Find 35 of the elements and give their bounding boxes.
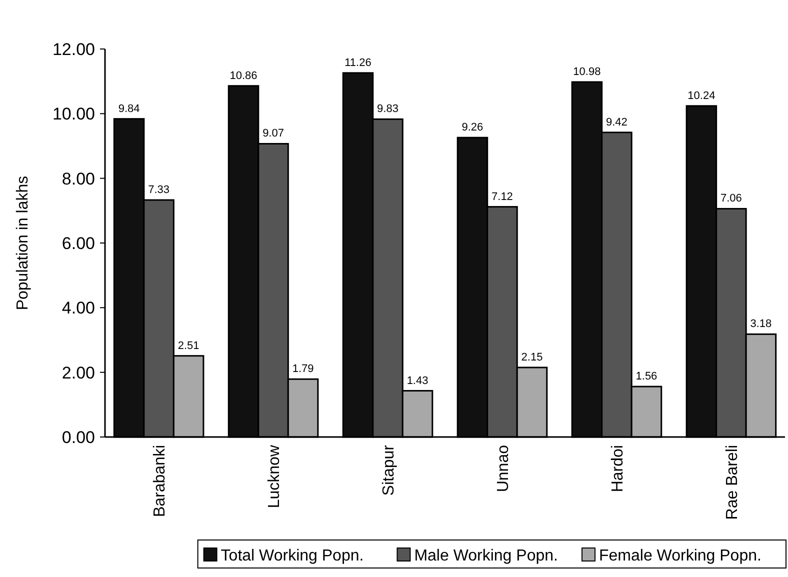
y-axis-title: Population in lakhs [14,176,32,310]
y-tick-label: 2.00 [62,363,95,382]
data-label: 9.07 [262,128,284,140]
x-tick-label: Rae Bareli [724,445,741,520]
data-label: 7.12 [492,190,513,203]
y-tick-label: 10.00 [52,104,95,124]
data-label: 3.18 [750,318,772,330]
data-label: 10.24 [688,90,716,102]
data-label: 1.79 [292,363,314,376]
data-label: 9.83 [377,103,398,116]
y-tick-label: 6.00 [62,234,95,253]
x-tick-label: Hardoi [609,445,626,492]
x-tick-label: Barabanki [151,445,168,518]
y-tick-label: 12.00 [52,40,95,59]
data-label: 10.86 [230,70,258,82]
data-label: 9.26 [462,122,484,134]
data-label: 9.84 [118,102,140,115]
legend-label: Male Working Popn. [414,548,558,565]
y-tick-label: 0.00 [62,428,95,447]
x-tick-label: Unnao [494,444,512,492]
data-label: 1.56 [636,370,658,383]
data-label: 9.42 [606,116,628,128]
data-label: 1.43 [406,374,428,387]
data-label: 2.15 [521,351,543,364]
data-label: 11.26 [344,56,372,69]
y-tick-label: 4.00 [62,298,95,318]
data-label: 2.51 [178,340,200,352]
data-label: 10.98 [573,66,601,78]
data-label: 7.33 [148,184,170,196]
data-label: 7.06 [720,192,742,205]
legend-label: Female Working Popn. [599,548,762,565]
legend-label: Total Working Popn. [220,548,364,565]
x-tick-label: Sitapur [380,444,398,496]
y-tick-label: 8.00 [62,169,95,188]
x-tick-label: Lucknow [266,444,283,508]
